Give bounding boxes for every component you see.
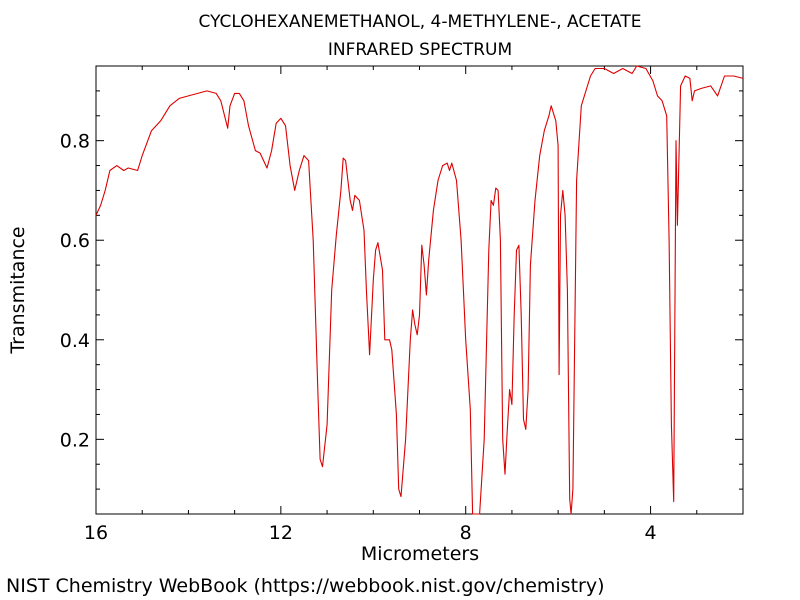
- x-tick-label: 16: [84, 522, 108, 544]
- x-axis-label: Micrometers: [360, 543, 480, 565]
- y-tick-label: 0.8: [60, 131, 90, 153]
- x-tick-label: 8: [460, 522, 472, 544]
- plot-frame: [95, 65, 744, 515]
- y-tick-label: 0.6: [60, 230, 90, 252]
- spectrum-line: [95, 65, 744, 515]
- source-footer: NIST Chemistry WebBook (https://webbook.…: [6, 575, 605, 597]
- y-tick-label: 0.4: [60, 330, 90, 352]
- series-group: [95, 65, 744, 515]
- chart-title: CYCLOHEXANEMETHANOL, 4-METHYLENE-, ACETA…: [198, 12, 642, 32]
- x-tick-label: 4: [645, 522, 657, 544]
- tick-marks: [95, 65, 744, 514]
- tick-labels: 16 12 8 4 0.2 0.4 0.6 0.8: [60, 131, 657, 544]
- chart-subtitle: INFRARED SPECTRUM: [327, 40, 513, 60]
- x-tick-label: 12: [269, 522, 293, 544]
- y-axis-label: Transmitance: [7, 226, 29, 354]
- axes: [95, 65, 744, 515]
- y-tick-label: 0.2: [60, 429, 90, 451]
